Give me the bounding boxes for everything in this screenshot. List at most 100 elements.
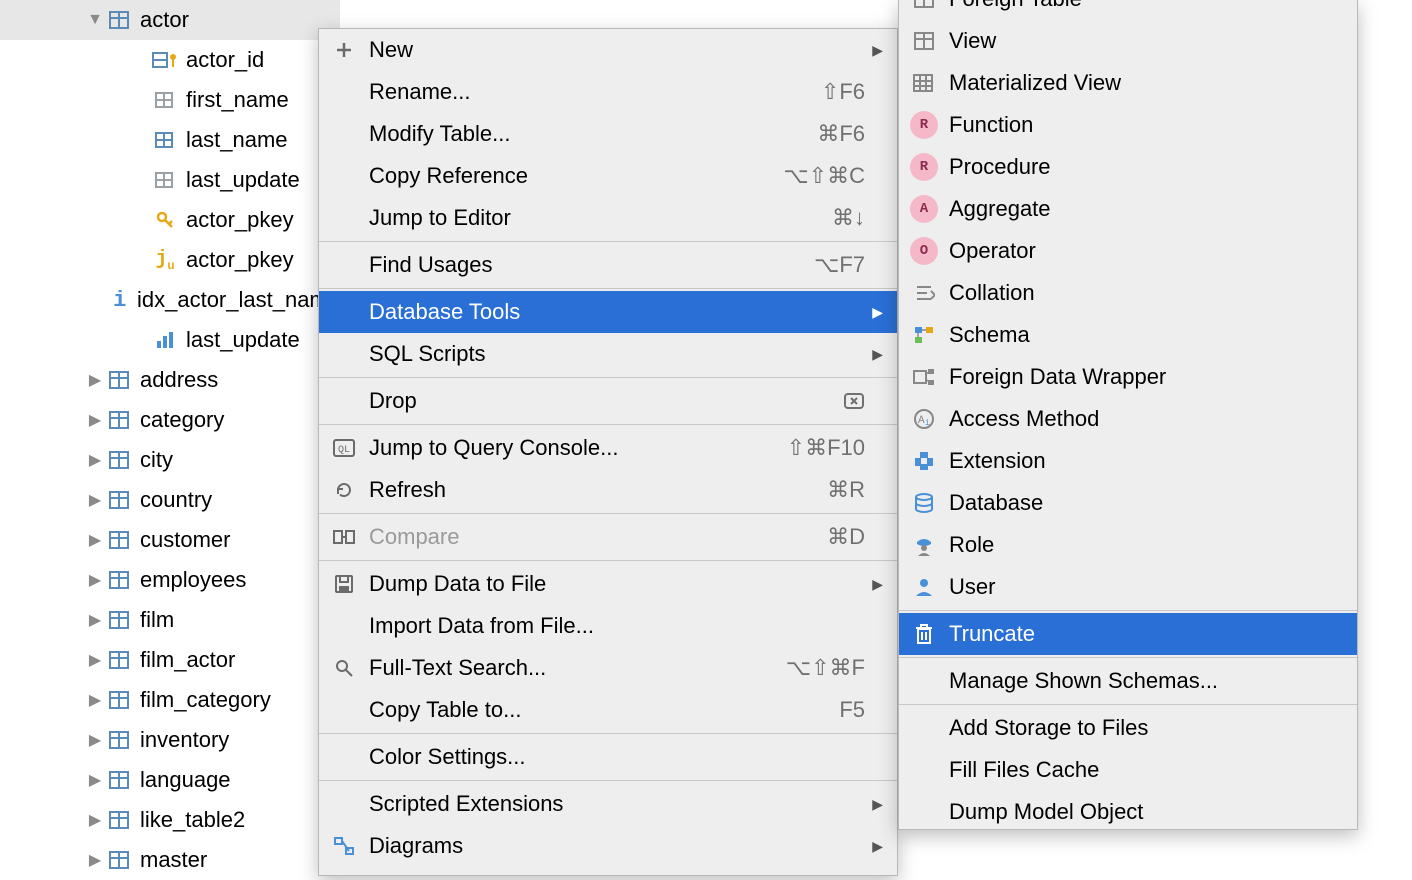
submenu-item-role[interactable]: Role [899,524,1357,566]
menu-item-scripted-extensions[interactable]: Scripted Extensions▶ [319,783,897,825]
chevron-right-icon: ▶ [84,770,106,790]
submenu-item-view[interactable]: View [899,20,1357,62]
submenu-item-procedure[interactable]: RProcedure [899,146,1357,188]
menu-item-copy-reference[interactable]: Copy Reference⌥⇧⌘C [319,155,897,197]
menu-label: Copy Table to... [369,697,831,723]
menu-item-dump-data-to-file[interactable]: Dump Data to File▶ [319,563,897,605]
menu-label: Extension [949,448,1343,474]
menu-label: Materialized View [949,70,1343,96]
menu-label: Truncate [949,621,1343,647]
tree-column-item[interactable]: i idx_actor_last_name [0,280,340,320]
tree-table-item[interactable]: ▶ address [0,360,340,400]
tree-label: idx_actor_last_name [137,287,340,313]
menu-separator [319,377,897,378]
menu-separator [899,704,1357,705]
tree-column-item[interactable]: actor_id [0,40,340,80]
menu-item-import-data-from-file[interactable]: Import Data from File... [319,605,897,647]
table-icon [106,447,132,473]
svg-text:i: i [925,419,930,428]
submenu-item-database[interactable]: Database [899,482,1357,524]
menu-item-modify-table[interactable]: Modify Table...⌘F6 [319,113,897,155]
submenu-item-aggregate[interactable]: AAggregate [899,188,1357,230]
menu-label: SQL Scripts [369,341,865,367]
tree-label: category [140,407,224,433]
menu-item-jump-to-query-console[interactable]: QLJump to Query Console...⇧⌘F10 [319,427,897,469]
submenu-item-materialized-view[interactable]: Materialized View [899,62,1357,104]
submenu-item-user[interactable]: User [899,566,1357,608]
tree-table-item[interactable]: ▶ customer [0,520,340,560]
table-plain-icon [909,28,939,54]
tree-table-item[interactable]: ▶ film_category [0,680,340,720]
chevron-right-icon: ▶ [84,690,106,710]
tree-column-item[interactable]: last_update [0,160,340,200]
menu-item-copy-table-to[interactable]: Copy Table to...F5 [319,689,897,731]
chevron-right-icon: ▶ [865,346,883,363]
tree-item-actor[interactable]: ▼ actor [0,0,340,40]
submenu-item-schema[interactable]: Schema [899,314,1357,356]
fdw-icon [909,364,939,390]
menu-item-full-text-search[interactable]: Full-Text Search...⌥⇧⌘F [319,647,897,689]
tree-table-item[interactable]: ▶ country [0,480,340,520]
tree-column-item[interactable]: first_name [0,80,340,120]
menu-item-sql-scripts[interactable]: SQL Scripts▶ [319,333,897,375]
menu-shortcut: ⇧F6 [821,79,865,105]
tree-table-item[interactable]: ▶ film_actor [0,640,340,680]
blank-icon [909,799,939,825]
menu-shortcut: ⌘D [827,524,865,550]
tree-table-item[interactable]: ▶ category [0,400,340,440]
submenu-item-foreign-table[interactable]: Foreign Table [899,0,1357,20]
submenu-item-manage-shown-schemas[interactable]: Manage Shown Schemas... [899,660,1357,702]
tree-label: employees [140,567,246,593]
menu-label: Role [949,532,1343,558]
tree-table-item[interactable]: ▶ like_table2 [0,800,340,840]
menu-item-color-settings[interactable]: Color Settings... [319,736,897,778]
menu-label: Schema [949,322,1343,348]
tree-column-item[interactable]: last_update [0,320,340,360]
menu-label: User [949,574,1343,600]
tree-table-item[interactable]: ▶ language [0,760,340,800]
blank-icon [329,791,359,817]
tree-table-item[interactable]: ▶ city [0,440,340,480]
submenu-item-collation[interactable]: Collation [899,272,1357,314]
tree-label: film [140,607,174,633]
submenu-item-operator[interactable]: OOperator [899,230,1357,272]
badge-a-icon: A [909,196,939,222]
db-tree: ▼ actor actor_id first_name last_name la… [0,0,340,876]
schema-icon [909,322,939,348]
user-icon [909,574,939,600]
submenu-item-function[interactable]: RFunction [899,104,1357,146]
submenu-item-add-storage-to-files[interactable]: Add Storage to Files [899,707,1357,749]
tree-column-item[interactable]: ju actor_pkey [0,240,340,280]
table-icon [106,647,132,673]
submenu-item-fill-files-cache[interactable]: Fill Files Cache [899,749,1357,791]
tree-table-item[interactable]: ▶ employees [0,560,340,600]
menu-item-drop[interactable]: Drop [319,380,897,422]
blank-icon [329,388,359,414]
menu-item-rename[interactable]: Rename...⇧F6 [319,71,897,113]
menu-item-find-usages[interactable]: Find Usages⌥F7 [319,244,897,286]
menu-item-compare: Compare⌘D [319,516,897,558]
menu-label: Copy Reference [369,163,775,189]
submenu-item-foreign-data-wrapper[interactable]: Foreign Data Wrapper [899,356,1357,398]
col-icon [152,87,178,113]
submenu-item-dump-model-object[interactable]: Dump Model Object [899,791,1357,833]
menu-item-new[interactable]: New▶ [319,29,897,71]
idx-i-icon: i [110,287,129,313]
table-plain-icon [909,0,939,12]
menu-label: Database Tools [369,299,865,325]
submenu-item-truncate[interactable]: Truncate [899,613,1357,655]
menu-item-database-tools[interactable]: Database Tools▶ [319,291,897,333]
menu-item-jump-to-editor[interactable]: Jump to Editor⌘↓ [319,197,897,239]
tree-table-item[interactable]: ▶ master [0,840,340,880]
chevron-down-icon: ▼ [84,11,106,29]
menu-item-diagrams[interactable]: Diagrams▶ [319,825,897,867]
menu-item-refresh[interactable]: Refresh⌘R [319,469,897,511]
tree-table-item[interactable]: ▶ film [0,600,340,640]
menu-shortcut: ⌘R [827,477,865,503]
tree-table-item[interactable]: ▶ inventory [0,720,340,760]
menu-label: View [949,28,1343,54]
tree-column-item[interactable]: last_name [0,120,340,160]
submenu-item-extension[interactable]: Extension [899,440,1357,482]
submenu-item-access-method[interactable]: AiAccess Method [899,398,1357,440]
tree-column-item[interactable]: actor_pkey [0,200,340,240]
